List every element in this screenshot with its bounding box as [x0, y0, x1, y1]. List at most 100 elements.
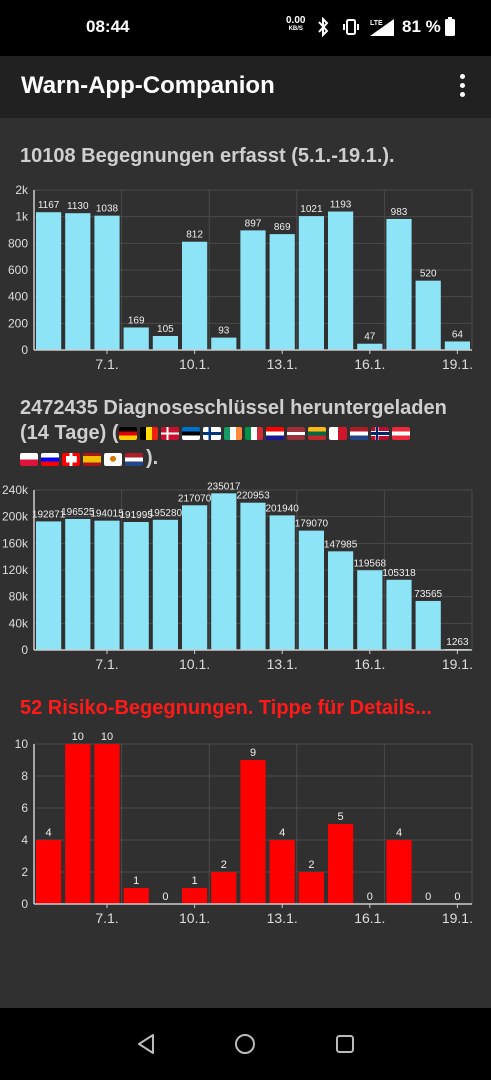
y-tick-label: 0 [21, 643, 28, 657]
data-label: 235017 [207, 481, 241, 492]
x-tick-label: 13.1. [267, 910, 298, 926]
home-icon[interactable] [233, 1032, 257, 1056]
data-label: 220953 [236, 491, 270, 502]
bar-10.1. [182, 505, 208, 650]
svg-text:LTE: LTE [370, 20, 383, 27]
y-tick-label: 10 [15, 737, 29, 751]
x-tick-label: 7.1. [95, 356, 118, 372]
data-label: 0 [454, 891, 460, 903]
main-content: 10108 Begegnungen erfasst (5.1.-19.1.). … [0, 118, 491, 1008]
status-bar: 08:44 0.00 KB/S LTE 81 % [0, 0, 491, 56]
signal-icon: LTE [370, 19, 394, 36]
bar-18.1. [415, 280, 441, 350]
bar-14.1. [298, 530, 324, 650]
data-label: 64 [452, 329, 464, 340]
recents-icon[interactable] [333, 1032, 357, 1056]
app-bar: Warn-App-Companion [0, 56, 491, 118]
y-tick-label: 6 [21, 801, 28, 815]
navigation-bar [0, 1008, 491, 1080]
data-label: 4 [279, 827, 285, 839]
bar-11.1. [211, 337, 237, 350]
y-tick-label: 0 [21, 897, 28, 911]
risk-heading[interactable]: 52 Risiko-Begegnungen. Tippe für Details… [20, 697, 432, 719]
flag-ee-icon [181, 427, 200, 441]
bar-12.1. [240, 502, 266, 650]
keys-heading: 2472435 Diagnoseschlüssel heruntergelade… [20, 396, 447, 471]
bar-13.1. [269, 515, 295, 650]
flag-ch-icon [62, 452, 80, 466]
data-label: 1021 [300, 204, 323, 215]
y-tick-label: 120k [2, 563, 29, 577]
y-tick-label: 600 [8, 263, 28, 277]
data-label: 4 [396, 827, 402, 839]
network-speed: 0.00 KB/S [286, 16, 305, 33]
x-tick-label: 19.1. [442, 910, 473, 926]
bar-6.1. [65, 518, 91, 650]
y-tick-label: 40k [9, 616, 29, 630]
flag-lv-icon [286, 427, 305, 441]
data-label: 520 [420, 269, 437, 280]
flag-pl-icon [20, 452, 38, 466]
data-label: 1038 [96, 204, 119, 215]
y-tick-label: 160k [2, 536, 29, 550]
data-label: 1 [192, 875, 198, 887]
data-label: 1167 [38, 200, 60, 211]
battery-icon [445, 17, 455, 36]
data-label: 1263 [446, 637, 469, 648]
bar-14.1. [298, 872, 324, 904]
y-tick-label: 4 [21, 833, 28, 847]
bar-11.1. [211, 872, 237, 904]
diagnosis-keys-chart: 0 40k 80k 120k 160k 200k 240k 19287119652519401… [2, 481, 473, 672]
bar-12.1. [240, 230, 266, 350]
x-tick-label: 7.1. [95, 910, 118, 926]
flag-es-icon [83, 452, 101, 466]
data-label: 2 [221, 859, 227, 871]
flag-ie-icon [223, 427, 242, 441]
bar-7.1. [94, 520, 120, 650]
flag-si-icon [41, 452, 59, 466]
data-label: 73565 [414, 589, 442, 600]
y-tick-label: 2 [21, 865, 28, 879]
x-tick-label: 19.1. [442, 356, 473, 372]
bar-6.1. [65, 744, 91, 904]
more-vert-icon[interactable] [452, 71, 472, 101]
data-label: 1130 [67, 201, 89, 212]
bar-13.1. [269, 840, 295, 904]
data-label: 2 [308, 859, 314, 871]
y-tick-label: 0 [21, 343, 28, 357]
network-speed-unit: KB/S [288, 26, 303, 32]
data-label: 201940 [266, 503, 300, 514]
data-label: 191995 [120, 510, 154, 521]
network-speed-value: 0.00 [286, 15, 306, 26]
x-tick-label: 10.1. [179, 656, 210, 672]
back-icon[interactable] [134, 1032, 158, 1056]
bar-5.1. [36, 840, 62, 904]
flag-cy-icon [104, 452, 122, 466]
bar-9.1. [152, 336, 178, 350]
country-flags-row2 [20, 446, 146, 471]
bar-5.1. [36, 521, 62, 650]
data-label: 217070 [178, 493, 212, 504]
flag-nl-icon [125, 452, 143, 466]
bar-17.1. [386, 218, 412, 350]
data-label: 0 [162, 891, 168, 903]
bar-5.1. [36, 212, 62, 350]
data-label: 169 [128, 315, 145, 326]
country-flags-row1 [118, 421, 413, 446]
flag-fi-icon [202, 427, 221, 441]
data-label: 196525 [61, 507, 95, 518]
app-title: Warn-App-Companion [21, 72, 275, 99]
x-tick-label: 10.1. [179, 910, 210, 926]
data-label: 47 [364, 332, 376, 343]
data-label: 1193 [330, 200, 352, 211]
data-label: 192871 [32, 509, 66, 520]
flag-nl-icon [349, 427, 368, 441]
flag-mt-icon [328, 427, 347, 441]
bar-15.1. [328, 211, 354, 350]
flag-be-icon [139, 427, 158, 441]
keys-heading-line1: 2472435 Diagnoseschlüssel heruntergelade… [20, 397, 447, 419]
y-tick-label: 200 [8, 316, 28, 330]
y-tick-label: 80k [9, 590, 29, 604]
x-tick-label: 13.1. [267, 656, 298, 672]
